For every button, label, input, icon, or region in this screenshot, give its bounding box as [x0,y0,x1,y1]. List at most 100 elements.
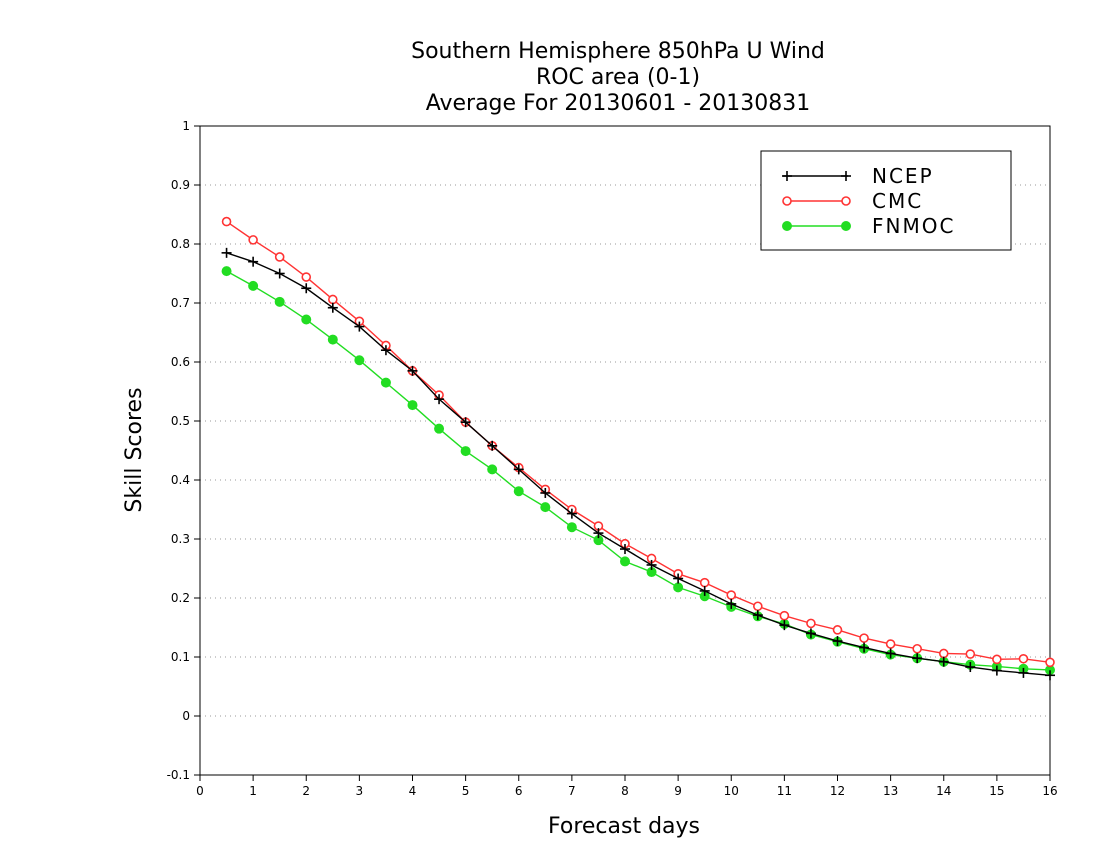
data-point [1045,670,1055,681]
x-tick-label: 4 [409,784,417,798]
series-fnmoc [221,266,1055,675]
x-tick-label: 8 [621,784,629,798]
data-point [912,643,922,654]
data-point [513,464,524,475]
data-point [646,559,657,570]
data-point [248,280,259,291]
y-axis-title: Skill Scores [122,387,147,512]
data-point [301,283,312,294]
data-point [673,573,684,584]
data-point [620,544,630,555]
x-axis-title: Forecast days [548,814,700,839]
y-tick-label: 0.9 [171,178,190,192]
series-line [226,221,1051,664]
y-tick-label: 0.7 [171,296,190,310]
data-point [566,508,577,519]
title-line-1: Southern Hemisphere 850hPa U Wind [411,39,825,64]
legend-marker [841,171,851,181]
data-point [991,665,1002,676]
data-point [726,590,737,600]
legend-entry-fnmoc: FNMOC [782,214,955,238]
data-point [460,446,471,457]
data-point [328,294,338,305]
data-point [699,577,710,588]
data-point [221,216,232,227]
x-tick-label: 10 [724,784,739,798]
data-point [540,487,551,498]
x-tick-label: 13 [883,784,898,798]
data-point [434,423,445,434]
y-tick-label: 0.1 [171,650,190,664]
data-point [965,662,976,673]
data-point [407,400,418,411]
data-point [673,582,684,593]
data-point [779,610,790,621]
x-tick-label: 1 [249,784,257,798]
data-point [434,394,445,405]
data-point [354,355,365,366]
data-point [992,654,1002,665]
data-point [965,649,976,659]
y-tick-label: 0.5 [171,414,190,428]
data-point [327,334,338,345]
data-point [407,365,418,376]
data-point [1018,667,1029,678]
data-point [912,653,923,664]
title-line-2: ROC area (0-1) [536,65,700,90]
data-point [327,302,338,313]
legend-entry-ncep: NCEP [782,164,934,188]
legend-label: FNMOC [872,214,955,238]
x-tick-label: 6 [515,784,523,798]
data-point [859,633,869,643]
data-point [487,464,498,475]
data-point [753,601,763,612]
data-point [221,266,232,277]
axes: -0.100.10.20.30.40.50.60.70.80.910 1 2 3 4 5 6… [167,119,1058,798]
series-cmc [221,216,1055,668]
data-point [1045,657,1055,668]
x-tick-label: 15 [989,784,1004,798]
plot-series [221,216,1055,681]
data-point [248,256,259,267]
legend-marker [782,171,792,181]
x-tick-label: 3 [356,784,364,798]
x-tick-label: 12 [830,784,845,798]
y-tick-label: 0 [182,709,190,723]
data-point [513,486,524,497]
data-point [806,618,816,629]
legend-label: NCEP [872,164,934,188]
y-tick-label: 0.2 [171,591,190,605]
data-point [301,272,312,282]
title-line-3: Average For 20130601 - 20130831 [426,91,811,116]
data-point [832,636,843,647]
data-point [885,639,896,649]
y-tick-label: 0.3 [171,532,190,546]
data-point [274,268,285,279]
x-tick-label: 5 [462,784,470,798]
legend-entry-cmc: CMC [782,189,921,213]
series-line [226,270,1051,671]
data-point [380,377,391,388]
data-point [699,585,710,596]
data-point [566,522,577,533]
legend-marker [841,221,851,231]
data-point [248,235,258,245]
data-point [274,252,285,262]
legend-marker [841,196,851,206]
data-point [487,440,498,451]
x-tick-label: 11 [777,784,792,798]
data-point [938,648,949,659]
chart-title: Southern Hemisphere 850hPa U Wind ROC ar… [411,39,825,116]
x-tick-label: 14 [936,784,951,798]
y-tick-label: -0.1 [167,768,190,782]
series-line [226,252,1051,676]
data-point [779,620,790,631]
legend-marker [782,196,792,206]
y-tick-label: 0.6 [171,355,190,369]
data-point [460,417,471,428]
data-point [726,598,737,609]
data-point [301,314,312,325]
data-point [620,556,630,567]
data-point [593,528,604,539]
gridlines [200,184,1050,717]
